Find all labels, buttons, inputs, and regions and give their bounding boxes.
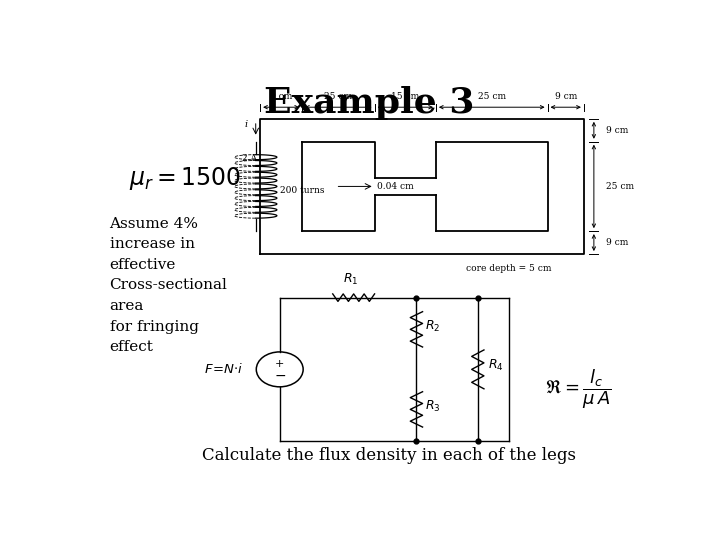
Text: 25 cm: 25 cm <box>477 92 506 102</box>
Text: 9 cm: 9 cm <box>270 92 292 102</box>
Text: $-$: $-$ <box>274 367 286 381</box>
Text: Example 3: Example 3 <box>264 85 474 119</box>
Text: 9 cm: 9 cm <box>606 126 629 135</box>
Text: $R_2$: $R_2$ <box>425 319 440 334</box>
Text: $R_3$: $R_3$ <box>425 399 441 414</box>
Text: +: + <box>275 360 284 369</box>
Text: core depth = 5 cm: core depth = 5 cm <box>466 265 552 273</box>
Text: i: i <box>244 120 248 129</box>
Text: 0.04 cm: 0.04 cm <box>377 182 414 191</box>
Text: Calculate the flux density in each of the legs: Calculate the flux density in each of th… <box>202 447 575 464</box>
Text: 200 turns: 200 turns <box>279 186 324 195</box>
Text: $\mu_r = 1500$: $\mu_r = 1500$ <box>129 165 241 192</box>
Text: Assume 4%
increase in
effective
Cross-sectional
area
for fringing
effect: Assume 4% increase in effective Cross-se… <box>109 217 228 354</box>
Text: 9 cm: 9 cm <box>606 238 629 247</box>
Text: 2 A: 2 A <box>243 154 258 163</box>
Text: $R_4$: $R_4$ <box>488 357 503 373</box>
Text: 9 cm: 9 cm <box>554 92 577 102</box>
Text: $\mathfrak{R}=\dfrac{l_c}{\mu\, A}$: $\mathfrak{R}=\dfrac{l_c}{\mu\, A}$ <box>545 367 611 411</box>
Text: 25 cm: 25 cm <box>324 92 352 102</box>
Text: $F\!=\!N{\cdot}i$: $F\!=\!N{\cdot}i$ <box>204 362 243 376</box>
Text: $R_1$: $R_1$ <box>343 272 359 287</box>
Text: 15 cm: 15 cm <box>391 92 419 102</box>
Text: 25 cm: 25 cm <box>606 182 634 191</box>
